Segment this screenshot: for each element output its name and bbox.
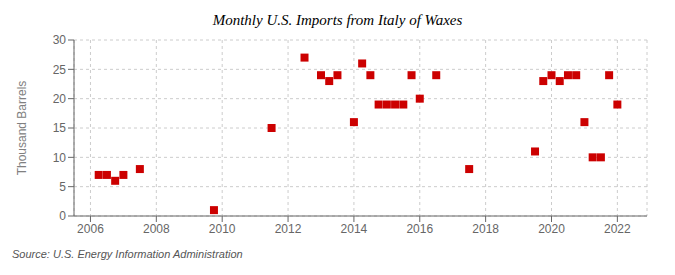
svg-text:30: 30	[53, 33, 67, 47]
svg-text:2008: 2008	[143, 222, 170, 236]
svg-text:Thousand Barrels: Thousand Barrels	[15, 81, 29, 176]
svg-text:2014: 2014	[341, 222, 368, 236]
svg-text:2022: 2022	[604, 222, 631, 236]
svg-text:15: 15	[53, 121, 67, 135]
svg-text:2016: 2016	[406, 222, 433, 236]
svg-text:2018: 2018	[472, 222, 499, 236]
svg-text:2010: 2010	[209, 222, 236, 236]
svg-text:10: 10	[53, 151, 67, 165]
html-text:Source: U.S. Energy Informatio: Source: U.S. Energy Information Administ…	[12, 248, 243, 260]
svg-text:0: 0	[59, 209, 66, 223]
svg-text:2006: 2006	[77, 222, 104, 236]
svg-text:2020: 2020	[538, 222, 565, 236]
svg-text:5: 5	[59, 180, 66, 194]
svg-text:25: 25	[53, 63, 67, 77]
svg-text:20: 20	[53, 92, 67, 106]
svg-text:2012: 2012	[275, 222, 302, 236]
html-text:Monthly U.S. Imports from Ital: Monthly U.S. Imports from Italy of Waxes	[212, 12, 463, 28]
